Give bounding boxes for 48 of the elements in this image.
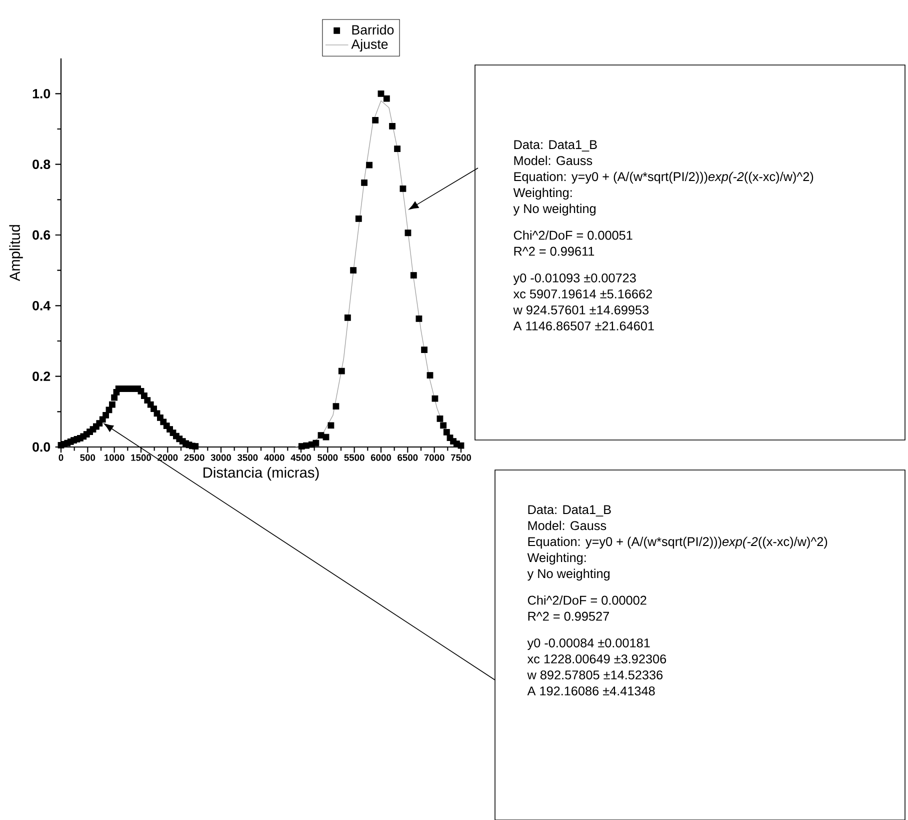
text: Data: Data1_B (528, 505, 611, 516)
x-tick-label: 6500 (398, 454, 418, 461)
text: Data: Data1_B (514, 140, 597, 152)
y-tick-label: 0.6 (32, 230, 50, 240)
x-tick-label: 7500 (451, 454, 471, 461)
text: Weighting: (527, 552, 586, 564)
text: y0 -0.00084 ±0.00181 (527, 638, 650, 650)
y-tick-label: 0.8 (32, 159, 50, 169)
text: xc 5907.19614 ±5.16662 (513, 289, 652, 298)
legend-label: Barrido (352, 24, 394, 34)
y-axis-title: Amplitud (9, 224, 23, 281)
text: R^2 = 0.99527 (528, 612, 609, 621)
x-tick-label: 5500 (344, 454, 364, 461)
x-tick-label: 7000 (424, 454, 444, 461)
x-tick-label: 3500 (237, 454, 258, 461)
x-tick-label: 2500 (184, 454, 204, 461)
legend-label: Ajuste (351, 38, 388, 52)
y-tick-label: 0.4 (32, 300, 51, 310)
text: Equation: y=y0 + (A/(w*sqrt(PI/2)))exp(-2((x-xc)/w)^2) (514, 172, 814, 184)
y-tick-label: 0.0 (32, 442, 50, 452)
y-tick-label: 0.2 (32, 371, 50, 381)
x-tick-label: 1000 (104, 454, 124, 461)
x-tick-label: 6000 (370, 454, 391, 461)
x-tick-label: 2000 (158, 454, 178, 461)
text: y0 -0.01093 ±0.00723 (513, 273, 636, 285)
x-tick-label: 1500 (131, 454, 151, 461)
text: Model: Gauss (514, 156, 592, 165)
text: Chi^2/DoF = 0.00051 (514, 230, 632, 240)
x-axis-title: Distancia (micras) (204, 466, 319, 480)
x-tick-label: 0 (58, 454, 64, 461)
text: w 924.57601 ±14.69953 (513, 305, 649, 314)
x-tick-label: 4500 (290, 454, 311, 461)
text: Weighting: (513, 188, 572, 200)
x-tick-label: 500 (80, 454, 96, 461)
text: A 192.16086 ±4.41348 (527, 686, 655, 696)
text: R^2 = 0.99611 (514, 246, 594, 256)
text: w 892.57805 ±14.52336 (527, 670, 663, 680)
y-tick-label: 1.0 (32, 88, 50, 98)
text: y No weighting (527, 568, 610, 580)
x-tick-label: 4000 (264, 454, 284, 461)
text: xc 1228.00649 ±3.92306 (527, 654, 666, 664)
text: Model: Gauss (528, 520, 606, 530)
text: Chi^2/DoF = 0.00002 (528, 595, 646, 605)
text: A 1146.86507 ±21.64601 (513, 321, 654, 330)
text: y No weighting (513, 204, 596, 216)
x-tick-label: 3000 (210, 454, 231, 461)
text: Equation: y=y0 + (A/(w*sqrt(PI/2)))exp(-2((x-xc)/w)^2) (528, 536, 828, 548)
x-tick-label: 5000 (318, 454, 338, 461)
